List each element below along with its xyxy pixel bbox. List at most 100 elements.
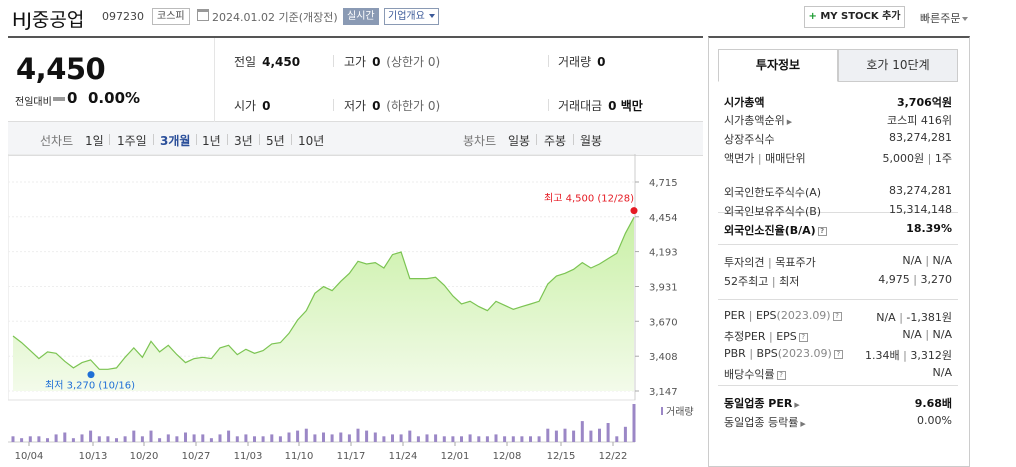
market-badge: 코스피 [152, 8, 190, 25]
tab-orderbook[interactable]: 호가 10단계 [838, 49, 958, 82]
chevron-right-icon: ▶ [800, 420, 806, 428]
volume-bar [166, 434, 170, 442]
x-tick-label: 11/10 [285, 451, 314, 462]
volume-bar [382, 436, 386, 442]
chevron-right-icon: ▶ [786, 118, 793, 126]
industry-rate-row[interactable]: 동일업종 등락률 ▶ 0.00% [724, 414, 952, 429]
volume-bar [485, 436, 489, 442]
volume-bar [46, 438, 49, 442]
volume-bar [304, 428, 308, 442]
volume-bar [244, 434, 248, 442]
trade-amount: 거래대금 0 백만 [558, 99, 643, 113]
my-stock-add-button[interactable]: + MY STOCK 추가 [804, 6, 905, 28]
volume-bar [132, 430, 136, 442]
opinion-row: 투자의견 | 목표주가 N/A | N/A [724, 254, 952, 269]
week52-row: 52주최고 | 최저 4,975 | 3,270 [724, 273, 952, 288]
change-value: 0 [67, 89, 78, 107]
divider [196, 134, 197, 145]
divider [227, 134, 228, 145]
volume-bar [192, 434, 196, 442]
y-tick-label: 4,193 [649, 248, 678, 259]
open-price: 시가 0 [234, 99, 271, 113]
divider [536, 134, 537, 145]
stock-title: HJ중공업 [12, 9, 85, 31]
volume-bar [554, 430, 558, 442]
y-tick-label: 4,715 [649, 178, 678, 189]
x-tick-label: 10/27 [182, 451, 211, 462]
divider [548, 55, 549, 67]
candle-weekly[interactable]: 주봉 [544, 134, 567, 148]
divider [333, 55, 334, 67]
volume-bar [11, 436, 15, 442]
volume-bar [253, 436, 256, 442]
volume: 거래량 0 [558, 55, 606, 69]
divider [259, 134, 260, 145]
foreign-ratio-row: 외국인소진율(B/A)? 18.39% [724, 222, 952, 237]
high-marker [630, 207, 638, 215]
period-5y[interactable]: 5년 [266, 134, 285, 148]
candle-daily[interactable]: 일봉 [508, 134, 531, 148]
tab-invest-info[interactable]: 투자정보 [718, 49, 838, 82]
y-tick-label: 3,931 [649, 283, 678, 294]
period-10y[interactable]: 10년 [298, 134, 325, 148]
market-cap-rank-row[interactable]: 시가총액순위 ▶ 코스피 416위 [724, 114, 952, 127]
volume-bar [140, 436, 144, 442]
volume-bar [184, 432, 187, 442]
volume-bar [54, 434, 58, 442]
dividend-row: 배당수익률? N/A [724, 366, 952, 381]
x-tick-label: 12/08 [493, 451, 522, 462]
volume-bar [399, 434, 403, 442]
volume-bar [580, 421, 584, 442]
company-overview-select[interactable]: 기업개요 [384, 8, 439, 25]
quote-date: 2024.01.02 기준(개장전) [212, 11, 338, 24]
volume-bar [425, 434, 429, 442]
chevron-right-icon: ▶ [794, 401, 800, 409]
help-icon[interactable]: ? [833, 349, 843, 359]
volume-bar [503, 436, 507, 442]
volume-bar [278, 436, 282, 442]
volume-bar [261, 436, 265, 442]
low-label: 최저 3,270 (10/16) [45, 380, 135, 392]
help-icon[interactable]: ? [776, 370, 786, 380]
price-chart[interactable]: 4,715 4,454 4,193 3,931 3,670 3,408 3,147 최고 4,… [8, 154, 695, 467]
per-row: PER | EPS(2023.09)? N/A | -1,381원 [724, 309, 952, 324]
stock-header: HJ중공업 097230 코스피 2024.01.02 기준(개장전) 실시간 … [0, 0, 1016, 36]
help-icon[interactable]: ? [798, 332, 808, 342]
x-tick-label: 12/22 [599, 451, 628, 462]
candle-monthly[interactable]: 월봉 [580, 134, 603, 148]
help-icon[interactable]: ? [832, 311, 842, 321]
divider [153, 134, 154, 145]
volume-bar [97, 436, 101, 442]
divider [573, 134, 574, 145]
volume-bar [589, 430, 593, 442]
period-1w[interactable]: 1주일 [117, 134, 147, 148]
volume-bar [537, 436, 541, 442]
foreign-limit-row: 외국인한도주식수(A) 83,274,281 [724, 184, 952, 199]
help-icon[interactable]: ? [817, 226, 827, 236]
x-tick-label: 10/20 [130, 451, 159, 462]
listed-shares-row: 상장주식수 83,274,281 [724, 131, 952, 146]
quote-summary: 4,450 전일대비 0 0.00% 전일 4,450 고가 0 (상한가 0) 거… [8, 38, 703, 122]
period-1d[interactable]: 1일 [85, 134, 104, 148]
x-tick-label: 10/13 [79, 451, 108, 462]
industry-per-row[interactable]: 동일업종 PER ▶ 9.68배 [724, 397, 952, 410]
period-1y[interactable]: 1년 [202, 134, 221, 148]
quote-panel: 4,450 전일대비 0 0.00% 전일 4,450 고가 0 (상한가 0) 거… [8, 36, 703, 467]
volume-bar [373, 432, 377, 442]
low-marker [87, 371, 95, 379]
pbr-row: PBR | BPS(2023.09)? 1.34배 | 3,312원 [724, 347, 952, 362]
x-tick-label: 12/15 [547, 451, 576, 462]
prev-close: 전일 4,450 [234, 55, 301, 69]
volume-bar [63, 432, 67, 442]
period-3m[interactable]: 3개월 [160, 134, 191, 148]
volume-bar [460, 436, 463, 442]
realtime-badge[interactable]: 실시간 [343, 8, 379, 25]
volume-bar [546, 428, 550, 442]
period-3y[interactable]: 3년 [234, 134, 253, 148]
volume-bar [227, 430, 231, 442]
volume-bar [313, 434, 317, 442]
price-area [13, 217, 634, 391]
volume-bar [322, 432, 325, 442]
volume-bar [71, 438, 75, 442]
quick-order-menu[interactable]: 빠른주문 [920, 10, 969, 26]
